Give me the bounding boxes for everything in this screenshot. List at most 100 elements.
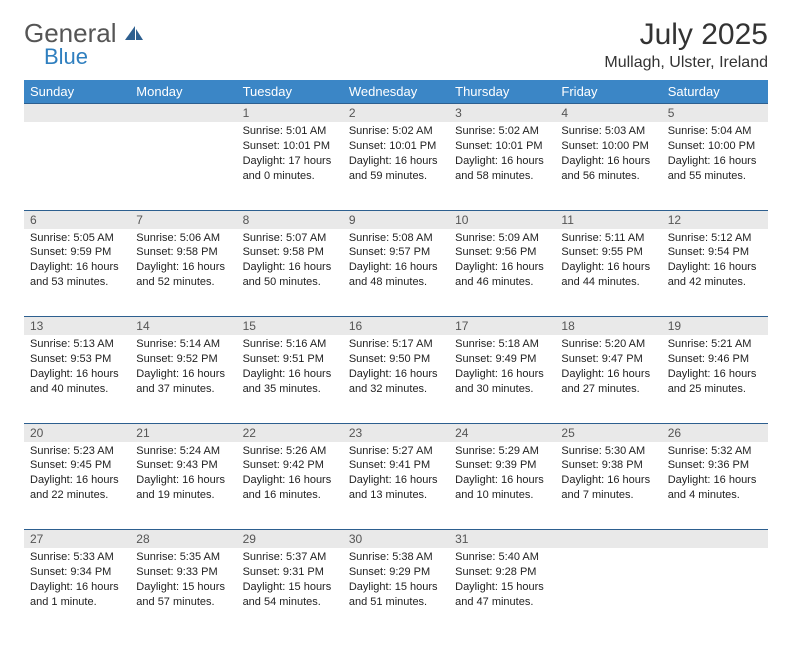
daylight-text: Daylight: 15 hours and 47 minutes. xyxy=(455,580,549,610)
sunrise-text: Sunrise: 5:17 AM xyxy=(349,337,443,352)
week-row: Sunrise: 5:05 AMSunset: 9:59 PMDaylight:… xyxy=(24,229,768,317)
daynum-cell: 21 xyxy=(130,423,236,442)
sunset-text: Sunset: 9:46 PM xyxy=(668,352,762,367)
day-number: 4 xyxy=(555,104,661,122)
daynum-cell xyxy=(24,104,130,123)
sunrise-text: Sunrise: 5:04 AM xyxy=(668,124,762,139)
sunset-text: Sunset: 9:28 PM xyxy=(455,565,549,580)
daynum-cell: 24 xyxy=(449,423,555,442)
day-cell-body xyxy=(130,122,236,128)
day-number: 31 xyxy=(449,530,555,548)
day-number: 24 xyxy=(449,424,555,442)
daynum-cell: 23 xyxy=(343,423,449,442)
daylight-text: Daylight: 16 hours and 10 minutes. xyxy=(455,473,549,503)
day-cell: Sunrise: 5:05 AMSunset: 9:59 PMDaylight:… xyxy=(24,229,130,317)
sunrise-text: Sunrise: 5:03 AM xyxy=(561,124,655,139)
day-cell-body: Sunrise: 5:13 AMSunset: 9:53 PMDaylight:… xyxy=(24,335,130,400)
sunrise-text: Sunrise: 5:29 AM xyxy=(455,444,549,459)
day-number: 21 xyxy=(130,424,236,442)
daynum-cell: 7 xyxy=(130,210,236,229)
day-cell-body: Sunrise: 5:16 AMSunset: 9:51 PMDaylight:… xyxy=(237,335,343,400)
sunset-text: Sunset: 9:39 PM xyxy=(455,458,549,473)
weekday-header: Tuesday xyxy=(237,80,343,104)
sunrise-text: Sunrise: 5:33 AM xyxy=(30,550,124,565)
daylight-text: Daylight: 16 hours and 55 minutes. xyxy=(668,154,762,184)
day-number: 25 xyxy=(555,424,661,442)
daynum-row: 12345 xyxy=(24,104,768,123)
sunset-text: Sunset: 9:33 PM xyxy=(136,565,230,580)
day-cell: Sunrise: 5:09 AMSunset: 9:56 PMDaylight:… xyxy=(449,229,555,317)
sunset-text: Sunset: 10:00 PM xyxy=(561,139,655,154)
day-cell: Sunrise: 5:33 AMSunset: 9:34 PMDaylight:… xyxy=(24,548,130,636)
daylight-text: Daylight: 16 hours and 58 minutes. xyxy=(455,154,549,184)
daynum-cell: 31 xyxy=(449,530,555,549)
daylight-text: Daylight: 16 hours and 4 minutes. xyxy=(668,473,762,503)
daylight-text: Daylight: 16 hours and 52 minutes. xyxy=(136,260,230,290)
daynum-cell: 10 xyxy=(449,210,555,229)
day-cell-body: Sunrise: 5:11 AMSunset: 9:55 PMDaylight:… xyxy=(555,229,661,294)
day-cell: Sunrise: 5:03 AMSunset: 10:00 PMDaylight… xyxy=(555,122,661,210)
daynum-cell: 14 xyxy=(130,317,236,336)
sunset-text: Sunset: 9:57 PM xyxy=(349,245,443,260)
page-header: General July 2025 Mullagh, Ulster, Irela… xyxy=(24,18,768,72)
daylight-text: Daylight: 15 hours and 54 minutes. xyxy=(243,580,337,610)
week-row: Sunrise: 5:01 AMSunset: 10:01 PMDaylight… xyxy=(24,122,768,210)
daylight-text: Daylight: 16 hours and 50 minutes. xyxy=(243,260,337,290)
daynum-row: 13141516171819 xyxy=(24,317,768,336)
day-cell-body: Sunrise: 5:27 AMSunset: 9:41 PMDaylight:… xyxy=(343,442,449,507)
day-number xyxy=(24,104,130,108)
day-number: 8 xyxy=(237,211,343,229)
sunrise-text: Sunrise: 5:26 AM xyxy=(243,444,337,459)
week-row: Sunrise: 5:23 AMSunset: 9:45 PMDaylight:… xyxy=(24,442,768,530)
day-cell-body: Sunrise: 5:30 AMSunset: 9:38 PMDaylight:… xyxy=(555,442,661,507)
day-number xyxy=(662,530,768,534)
day-number: 1 xyxy=(237,104,343,122)
day-cell: Sunrise: 5:21 AMSunset: 9:46 PMDaylight:… xyxy=(662,335,768,423)
daylight-text: Daylight: 16 hours and 56 minutes. xyxy=(561,154,655,184)
day-cell: Sunrise: 5:38 AMSunset: 9:29 PMDaylight:… xyxy=(343,548,449,636)
sunrise-text: Sunrise: 5:18 AM xyxy=(455,337,549,352)
sunset-text: Sunset: 10:01 PM xyxy=(349,139,443,154)
daynum-cell: 25 xyxy=(555,423,661,442)
weekday-header: Friday xyxy=(555,80,661,104)
day-number: 14 xyxy=(130,317,236,335)
day-cell-body: Sunrise: 5:37 AMSunset: 9:31 PMDaylight:… xyxy=(237,548,343,613)
daynum-cell: 27 xyxy=(24,530,130,549)
day-cell: Sunrise: 5:16 AMSunset: 9:51 PMDaylight:… xyxy=(237,335,343,423)
daynum-cell: 3 xyxy=(449,104,555,123)
daylight-text: Daylight: 16 hours and 19 minutes. xyxy=(136,473,230,503)
weekday-header: Thursday xyxy=(449,80,555,104)
daynum-cell: 12 xyxy=(662,210,768,229)
day-cell: Sunrise: 5:32 AMSunset: 9:36 PMDaylight:… xyxy=(662,442,768,530)
daylight-text: Daylight: 16 hours and 35 minutes. xyxy=(243,367,337,397)
daylight-text: Daylight: 15 hours and 57 minutes. xyxy=(136,580,230,610)
daylight-text: Daylight: 17 hours and 0 minutes. xyxy=(243,154,337,184)
day-cell xyxy=(130,122,236,210)
day-number: 19 xyxy=(662,317,768,335)
sunrise-text: Sunrise: 5:32 AM xyxy=(668,444,762,459)
weekday-header-row: Sunday Monday Tuesday Wednesday Thursday… xyxy=(24,80,768,104)
daylight-text: Daylight: 16 hours and 37 minutes. xyxy=(136,367,230,397)
sunrise-text: Sunrise: 5:21 AM xyxy=(668,337,762,352)
day-cell-body: Sunrise: 5:07 AMSunset: 9:58 PMDaylight:… xyxy=(237,229,343,294)
day-cell-body: Sunrise: 5:21 AMSunset: 9:46 PMDaylight:… xyxy=(662,335,768,400)
sunrise-text: Sunrise: 5:02 AM xyxy=(455,124,549,139)
daylight-text: Daylight: 16 hours and 59 minutes. xyxy=(349,154,443,184)
daylight-text: Daylight: 16 hours and 30 minutes. xyxy=(455,367,549,397)
day-cell-body xyxy=(24,122,130,128)
sunset-text: Sunset: 9:47 PM xyxy=(561,352,655,367)
sunrise-text: Sunrise: 5:23 AM xyxy=(30,444,124,459)
sunrise-text: Sunrise: 5:13 AM xyxy=(30,337,124,352)
day-number: 27 xyxy=(24,530,130,548)
day-number: 18 xyxy=(555,317,661,335)
day-number: 22 xyxy=(237,424,343,442)
sunrise-text: Sunrise: 5:20 AM xyxy=(561,337,655,352)
day-cell: Sunrise: 5:23 AMSunset: 9:45 PMDaylight:… xyxy=(24,442,130,530)
sunset-text: Sunset: 9:29 PM xyxy=(349,565,443,580)
daynum-cell: 1 xyxy=(237,104,343,123)
day-cell: Sunrise: 5:12 AMSunset: 9:54 PMDaylight:… xyxy=(662,229,768,317)
daynum-cell: 8 xyxy=(237,210,343,229)
sunrise-text: Sunrise: 5:12 AM xyxy=(668,231,762,246)
day-cell: Sunrise: 5:30 AMSunset: 9:38 PMDaylight:… xyxy=(555,442,661,530)
daynum-cell: 28 xyxy=(130,530,236,549)
